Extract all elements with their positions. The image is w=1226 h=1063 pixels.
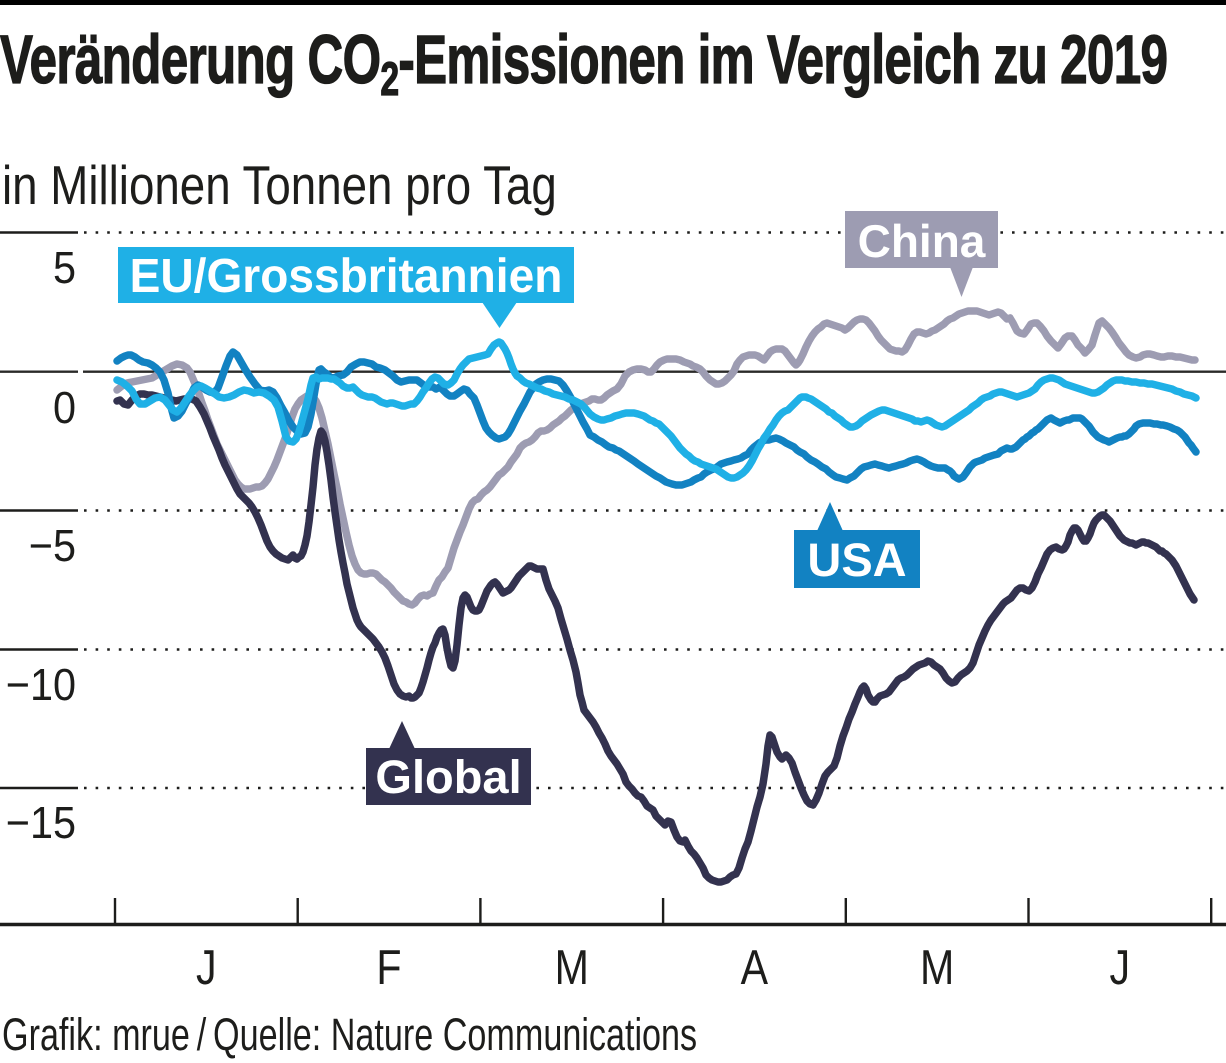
svg-text:J: J: [1110, 941, 1131, 995]
svg-text:5: 5: [53, 242, 76, 293]
svg-text:M: M: [920, 941, 954, 995]
svg-text:EU/Grossbritannien: EU/Grossbritannien: [130, 250, 563, 303]
svg-text:0: 0: [53, 382, 76, 433]
svg-text:China: China: [858, 215, 986, 267]
svg-text:USA: USA: [807, 533, 906, 586]
svg-text:J: J: [196, 941, 217, 995]
svg-text:Global: Global: [375, 750, 521, 803]
svg-text:−5: −5: [29, 520, 76, 571]
svg-text:F: F: [376, 941, 401, 995]
svg-text:−15: −15: [6, 797, 76, 848]
svg-text:−10: −10: [6, 659, 76, 710]
svg-text:M: M: [555, 941, 589, 995]
svg-text:A: A: [741, 941, 769, 995]
